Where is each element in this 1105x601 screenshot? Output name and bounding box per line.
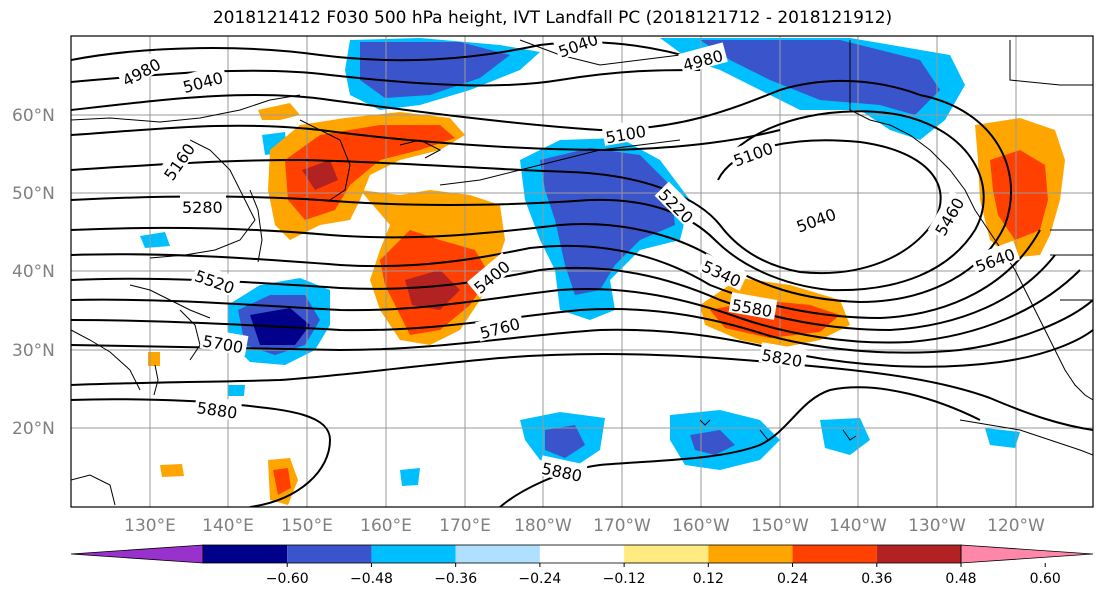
colorbar-tick-label: 0.24	[777, 571, 808, 587]
lat-label: 30°N	[12, 341, 55, 361]
map-border	[70, 35, 1094, 508]
map-title: 2018121412 F030 500 hPa height, IVT Land…	[212, 8, 893, 28]
lon-label: 150°E	[281, 516, 333, 536]
lon-label: 150°W	[751, 516, 809, 536]
colorbar-border	[202, 544, 962, 564]
lat-label: 20°N	[12, 419, 55, 439]
colorbar-tick-label: −0.36	[434, 571, 477, 587]
colorbar-segment	[203, 545, 288, 563]
lon-label: 130°W	[908, 516, 966, 536]
colorbar-tick-label: −0.12	[603, 571, 646, 587]
colorbar-tick-label: −0.48	[350, 571, 393, 587]
longitude-labels: 130°E 140°E 150°E 160°E 170°E 180°W 170°…	[124, 516, 1045, 536]
lon-label: 160°E	[360, 516, 412, 536]
lat-label: 60°N	[12, 106, 55, 126]
lat-label: 40°N	[12, 262, 55, 282]
lon-label: 170°E	[439, 516, 491, 536]
colorbar-tick-label: 0.60	[1030, 571, 1061, 587]
lat-label: 50°N	[12, 184, 55, 204]
colorbar-segment	[539, 545, 625, 563]
colorbar-tick-label: 0.12	[693, 571, 724, 587]
colorbar-segment	[287, 545, 372, 563]
lon-label: 170°W	[593, 516, 651, 536]
colorbar-tick-label: 0.48	[945, 571, 976, 587]
lon-label: 130°E	[124, 516, 176, 536]
lon-label: 180°W	[514, 516, 572, 536]
colorbar: −0.60 −0.48 −0.36 −0.24 −0.12 0.12 0.24 0.36 0.4…	[70, 544, 1094, 587]
lon-label: 160°W	[672, 516, 730, 536]
colorbar-extend-min	[70, 544, 204, 564]
colorbar-segment	[876, 545, 961, 563]
colorbar-segment	[624, 545, 709, 563]
colorbar-segment	[708, 545, 793, 563]
colorbar-tick-label: −0.60	[266, 571, 309, 587]
contour-label: 5280	[182, 198, 223, 217]
colorbar-segment	[455, 545, 540, 563]
latitude-labels: 60°N 50°N 40°N 30°N 20°N	[12, 106, 55, 439]
ivt-negative-shading	[140, 38, 1020, 486]
lon-label: 140°W	[829, 516, 887, 536]
colorbar-segment	[792, 545, 877, 563]
lon-label: 120°W	[987, 516, 1045, 536]
colorbar-extend-max	[960, 544, 1094, 564]
lon-label: 140°E	[202, 516, 254, 536]
height-contours	[71, 41, 1093, 507]
colorbar-tick-label: −0.24	[518, 571, 561, 587]
colorbar-tick-label: 0.36	[861, 571, 892, 587]
colorbar-segment	[371, 545, 456, 563]
